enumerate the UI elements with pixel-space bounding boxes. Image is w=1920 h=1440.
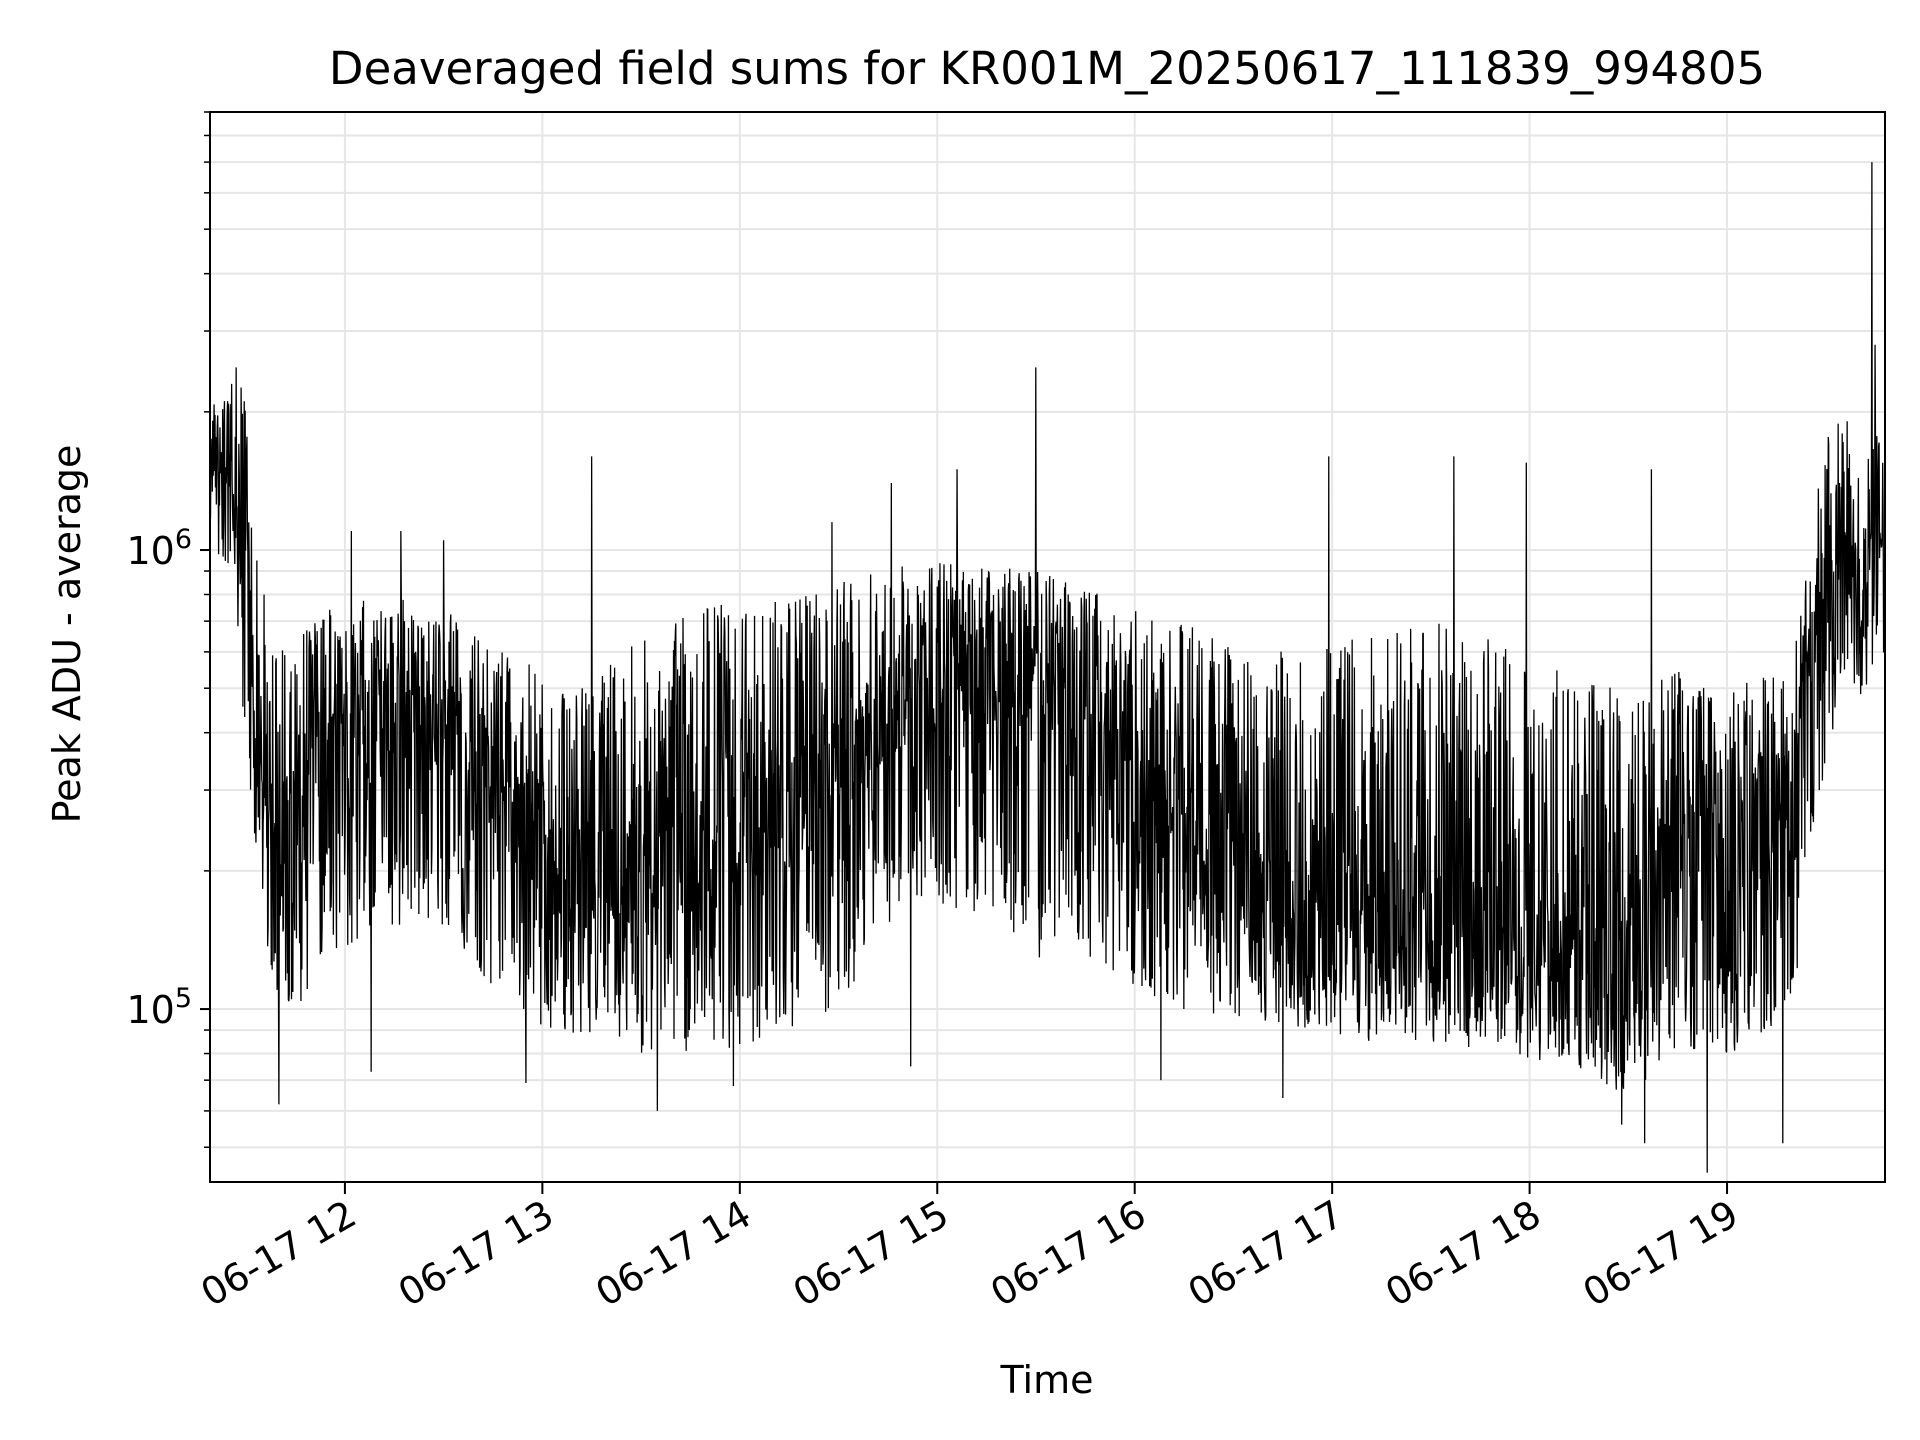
x-axis-label: Time — [1000, 1358, 1094, 1402]
y-axis-label: Peak ADU - average — [45, 445, 89, 824]
y-tick-label: 105 — [126, 983, 192, 1032]
y-tick-label: 106 — [126, 524, 192, 573]
y-axis: 105 106 — [126, 111, 210, 1148]
plot-frame — [209, 111, 1886, 1183]
chart-title: Deaveraged field sums for KR001M_2025061… — [329, 42, 1765, 95]
series-path — [209, 162, 1885, 1173]
series-line — [209, 162, 1885, 1173]
